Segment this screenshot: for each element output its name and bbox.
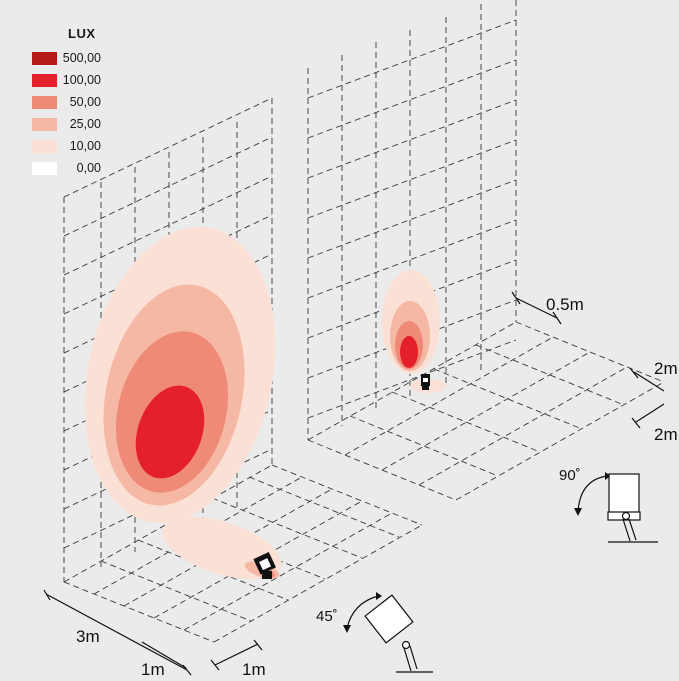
legend-title: LUX [68,26,96,41]
left-depth-label: 3m [76,627,100,646]
left-floor-grid [63,464,423,643]
lux-legend: LUX 500,00 100,00 50,00 25,00 10,00 0,00 [32,26,101,179]
left-dimension-lines [43,589,263,676]
tilt-45-detail [343,592,433,673]
right-floor-grid [307,321,665,501]
legend-item: 10,00 [32,135,101,157]
legend-label: 500,00 [62,51,101,65]
legend-swatch [32,73,57,87]
legend-swatch [32,161,57,175]
legend-label: 10,00 [69,139,101,153]
tilt-90-label: 90˚ [559,467,581,484]
tilt-45-label: 45˚ [316,608,338,625]
left-grid-label-b: 1m [242,660,266,679]
legend-label: 0,00 [76,161,101,175]
legend-label: 50,00 [69,95,101,109]
right-fixture-icon [421,374,430,390]
legend-swatch [32,95,57,109]
right-offset-label: 0.5m [546,295,584,314]
left-fixture-icon [253,551,276,579]
left-wall-isolux [84,227,276,523]
right-wall-grid [307,0,517,440]
legend-swatch [32,51,57,65]
right-grid-label-b: 2m [654,425,678,444]
right-wall-isolux [382,270,446,393]
left-grid-label-a: 1m [141,660,165,679]
legend-item: 100,00 [32,69,101,91]
right-grid-label-a: 2m [654,359,678,378]
legend-item: 50,00 [32,91,101,113]
legend-item: 500,00 [32,47,101,69]
legend-swatch [32,139,57,153]
legend-item: 0,00 [32,157,101,179]
tilt-90-detail [574,472,658,543]
legend-label: 100,00 [62,73,101,87]
right-dimension-lines [511,291,665,429]
legend-label: 25,00 [69,117,101,131]
legend-swatch [32,117,57,131]
legend-item: 25,00 [32,113,101,135]
